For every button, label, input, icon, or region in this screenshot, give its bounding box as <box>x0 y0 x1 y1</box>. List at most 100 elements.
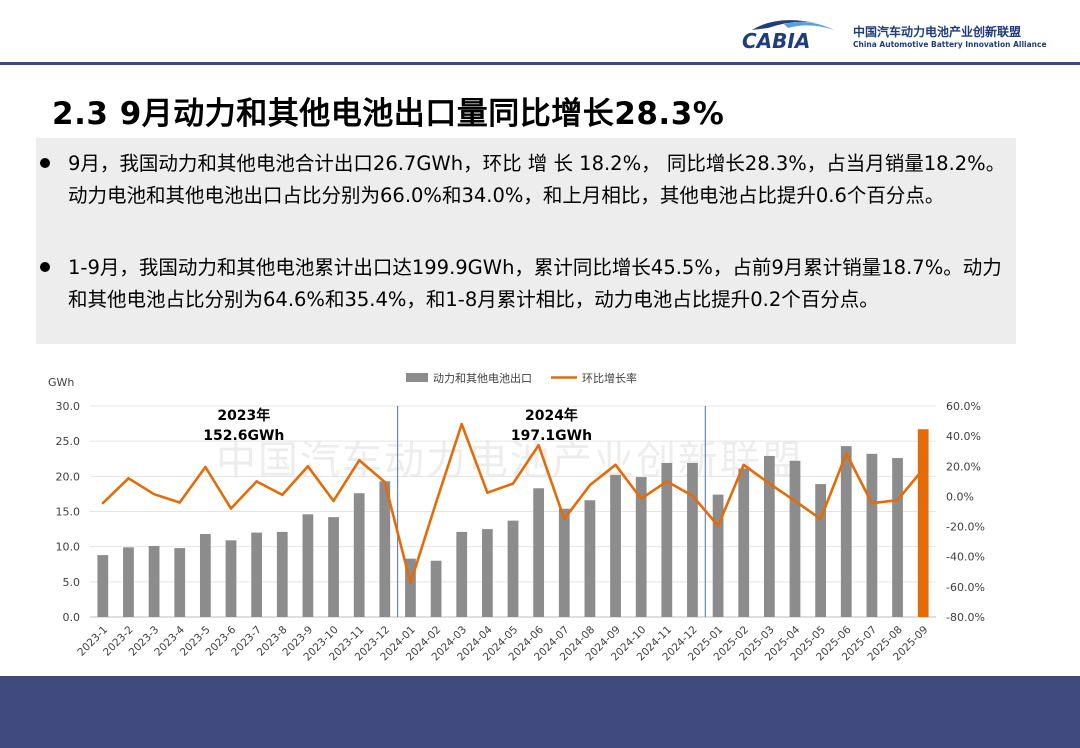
export-bar <box>558 508 570 617</box>
y-tick-label: 0.0 <box>63 611 81 624</box>
export-bar <box>199 534 211 617</box>
export-bar <box>712 494 724 617</box>
legend-line-label: 环比增长率 <box>582 371 637 385</box>
export-bar <box>815 484 827 617</box>
year-annotation: 2024年 <box>525 407 578 424</box>
export-bar <box>276 531 288 617</box>
growth-rate-point <box>691 494 694 497</box>
growth-rate-point <box>281 493 284 497</box>
growth-rate-point <box>178 501 181 504</box>
y-tick-label: 10.0 <box>56 541 81 554</box>
growth-rate-point <box>127 477 130 480</box>
export-bar <box>789 460 801 617</box>
legend-bar-swatch <box>406 373 428 382</box>
bullet-text: 1-9月，我国动力和其他电池累计出口达199.9GWh，累计同比增长45.5%，… <box>68 256 1002 311</box>
export-bar <box>97 555 109 617</box>
y-tick-label: 5.0 <box>63 576 81 589</box>
growth-rate-point <box>793 499 797 503</box>
export-bar <box>123 547 134 617</box>
export-bar <box>610 474 621 617</box>
export-bar <box>738 468 750 617</box>
y-tick-label: 15.0 <box>56 506 81 519</box>
growth-rate-point <box>639 497 643 500</box>
growth-rate-point <box>563 517 566 521</box>
growth-rate-point <box>511 482 515 485</box>
cabia-logo: CABIA <box>742 20 834 52</box>
export-bar <box>225 540 237 617</box>
growth-rate-point <box>434 501 438 504</box>
export-bar <box>635 477 647 617</box>
export-bar <box>763 455 775 617</box>
bullet-dot-icon <box>40 158 50 168</box>
growth-rate-point <box>845 452 848 455</box>
growth-rate-point <box>357 459 361 462</box>
growth-rate-point <box>409 581 412 585</box>
export-bar <box>430 560 442 617</box>
growth-rate-point <box>896 498 899 502</box>
growth-rate-point <box>486 491 489 494</box>
y-tick-label: 20.0 <box>56 470 81 483</box>
growth-rate-point <box>768 482 771 485</box>
y2-tick-label: -20.0% <box>946 521 985 534</box>
growth-rate-point <box>614 463 617 466</box>
y-axis-label: GWh <box>48 376 74 389</box>
bullet-dot-icon <box>40 262 50 272</box>
growth-rate-point <box>204 465 207 469</box>
y-tick-label: 30.0 <box>56 400 81 413</box>
export-bar <box>917 429 929 617</box>
export-bar <box>405 558 416 617</box>
growth-rate-point <box>306 465 310 468</box>
export-chart: 中国汽车动力电池产业创新联盟 0.0 5.0 10.0 15.0 20.0 25.0 30.0… <box>36 362 1036 664</box>
export-bar <box>148 545 160 617</box>
export-bar <box>533 488 545 617</box>
chart-watermark: 中国汽车动力电池产业创新联盟 <box>216 438 804 484</box>
growth-rate-point <box>588 483 592 487</box>
growth-rate-point <box>332 499 335 503</box>
growth-rate-point <box>870 502 874 505</box>
export-bar <box>687 462 698 617</box>
growth-rate-point <box>229 507 233 510</box>
export-chart-svg: 中国汽车动力电池产业创新联盟 0.0 5.0 10.0 15.0 20.0 25.0 30.0… <box>48 371 985 663</box>
y2-tick-label: 0.0% <box>946 490 974 503</box>
year-total-annotation: 197.1GWh <box>511 428 592 444</box>
y2-tick-label: -80.0% <box>946 611 985 624</box>
bullet-text: 9月，我国动力和其他电池合计出口26.7GWh，环比 增 长 18.2%， 同比… <box>68 152 1006 207</box>
growth-rate-point <box>742 463 745 466</box>
growth-rate-point <box>537 443 540 447</box>
growth-rate-point <box>255 480 258 483</box>
legend-bar-label: 动力和其他电池出口 <box>433 371 532 385</box>
growth-rate-point <box>716 524 720 528</box>
export-bar <box>840 446 852 617</box>
y2-tick-label: 40.0% <box>946 430 981 443</box>
growth-rate-point <box>819 517 822 521</box>
export-bar <box>302 514 314 617</box>
y2-tick-label: 20.0% <box>946 460 981 473</box>
header-divider <box>0 62 1080 65</box>
slide-header: CABIA 中国汽车动力电池产业创新联盟 China Automotive Ba… <box>0 0 1080 66</box>
export-bar <box>251 532 263 617</box>
growth-rate-point <box>152 492 156 496</box>
y2-tick-label: -60.0% <box>946 581 985 594</box>
org-name-en: China Automotive Battery Innovation Alli… <box>853 40 1047 49</box>
summary-panel: 9月，我国动力和其他电池合计出口26.7GWh，环比 增 长 18.2%， 同比… <box>36 138 1016 344</box>
y-tick-label: 25.0 <box>56 435 81 448</box>
footer-band <box>0 676 1080 748</box>
export-bar <box>892 458 903 617</box>
y2-tick-label: -40.0% <box>946 551 985 564</box>
growth-rate-point <box>665 480 669 483</box>
export-bar <box>584 500 596 617</box>
year-annotation: 2023年 <box>217 407 270 424</box>
export-bar <box>174 548 186 617</box>
growth-rate-point <box>383 480 387 484</box>
export-bar <box>353 493 365 617</box>
export-bar <box>661 462 673 617</box>
org-name-cn: 中国汽车动力电池产业创新联盟 <box>853 25 1022 39</box>
year-total-annotation: 152.6GWh <box>203 428 284 444</box>
export-bar <box>866 453 878 617</box>
growth-rate-point <box>460 422 463 426</box>
export-bar <box>456 531 468 617</box>
y2-tick-label: 60.0% <box>946 400 981 413</box>
export-bar <box>328 517 339 617</box>
export-bar <box>481 529 493 617</box>
growth-rate-point <box>921 467 925 471</box>
